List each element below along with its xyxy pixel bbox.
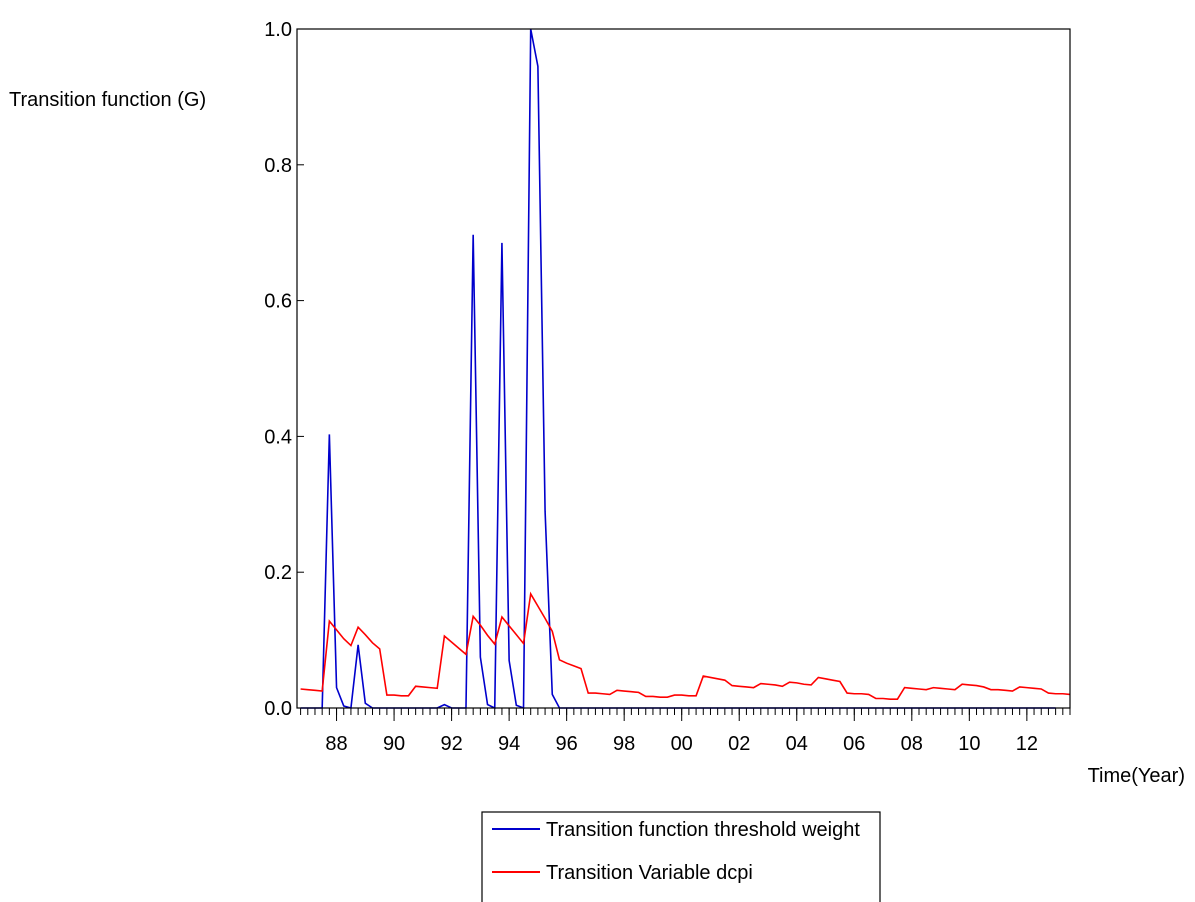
series-lines <box>300 28 1071 710</box>
series-dcpi-line <box>300 591 1071 700</box>
y-tick-label: 0.2 <box>264 562 292 584</box>
x-tick-label: 12 <box>1016 733 1038 755</box>
legend-label-threshold-weight: Transition function threshold weight <box>546 819 860 841</box>
legend: Transition function threshold weight Tra… <box>481 811 881 902</box>
legend-label-dcpi: Transition Variable dcpi <box>546 862 753 884</box>
y-tick-label: 0.6 <box>264 291 292 313</box>
x-tick-label: 88 <box>325 733 347 755</box>
x-tick-label: 10 <box>958 733 980 755</box>
x-tick-label: 04 <box>786 733 808 755</box>
x-axis-title: Time(Year) <box>1088 765 1185 787</box>
x-tick-label: 06 <box>843 733 865 755</box>
x-tick-label: 98 <box>613 733 635 755</box>
x-tick-label: 02 <box>728 733 750 755</box>
x-tick-label: 92 <box>440 733 462 755</box>
y-axis-title: Transition function (G) <box>9 89 206 111</box>
series-threshold-weight-line <box>300 28 1056 710</box>
legend-box <box>481 811 881 902</box>
x-tick-label: 00 <box>671 733 693 755</box>
plot-frame <box>296 28 1071 709</box>
x-tick-label: 96 <box>556 733 578 755</box>
x-tick-label: 08 <box>901 733 923 755</box>
y-tick-label: 1.0 <box>264 19 292 41</box>
y-tick-label: 0.4 <box>264 426 292 448</box>
x-tick-label: 90 <box>383 733 405 755</box>
x-axis-ticks: 88 90 92 94 96 98 00 02 04 06 08 10 12 <box>300 708 1071 755</box>
y-tick-label: 0.8 <box>264 155 292 177</box>
y-tick-label: 0.0 <box>264 698 292 720</box>
x-tick-label: 94 <box>498 733 520 755</box>
y-axis-ticks: 0.0 0.2 0.4 0.6 0.8 1.0 <box>264 19 304 720</box>
